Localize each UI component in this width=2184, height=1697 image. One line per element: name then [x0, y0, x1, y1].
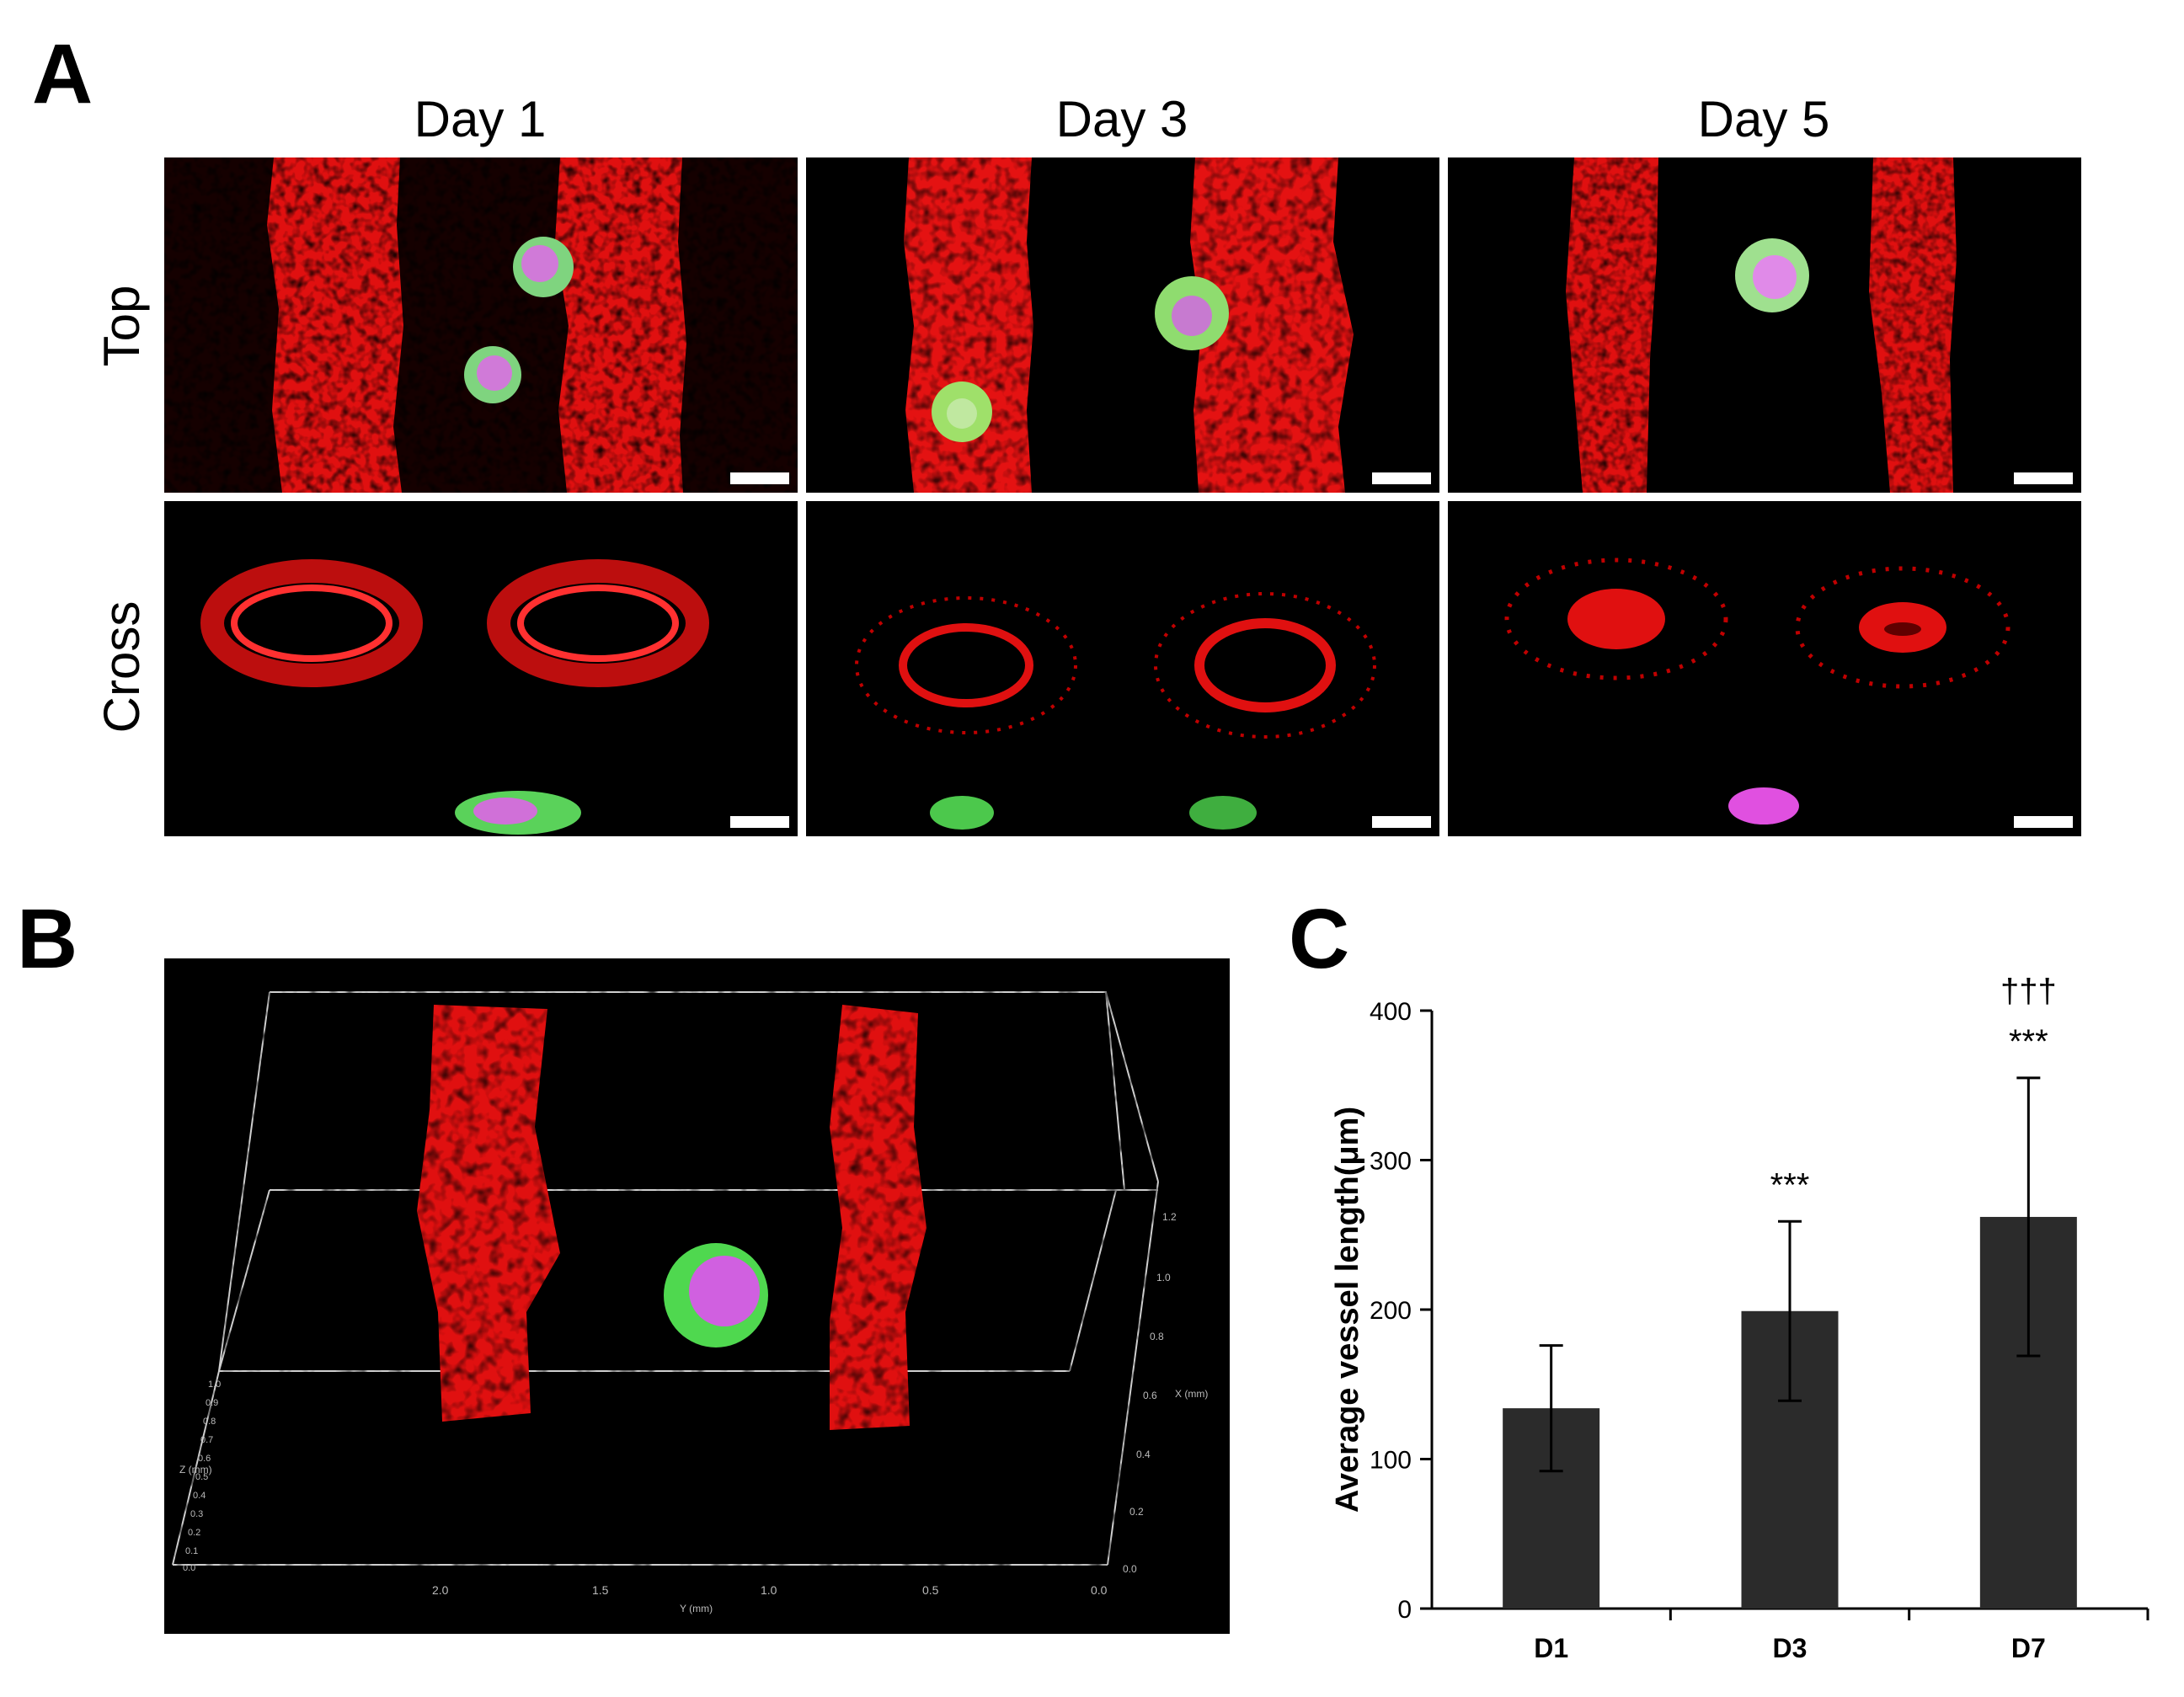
y-axis-title: Average vessel length(μm) [1330, 1107, 1365, 1513]
y-axis-tick: 2.0 [432, 1583, 449, 1597]
micrograph-cross-day3 [806, 501, 1439, 836]
panel-a-letter: A [32, 27, 93, 121]
y-tick-label: 200 [1370, 1297, 1412, 1325]
micrograph-cross-day5 [1448, 501, 2081, 836]
z-axis-tick: 1.0 [208, 1379, 222, 1390]
x-axis-tick: 1.0 [1156, 1272, 1171, 1283]
y-axis-label: Y (mm) [680, 1603, 713, 1614]
panel-b-letter: B [17, 892, 78, 986]
significance-annotation: ††† [2000, 973, 2057, 1010]
z-axis-tick: 0.5 [195, 1472, 209, 1482]
3d-reconstruction-image: 2.0 1.5 1.0 0.5 0.0 Y (mm) X (mm) Z (mm)… [164, 958, 1230, 1634]
y-tick-label: 400 [1370, 998, 1412, 1026]
z-axis-tick: 0.3 [190, 1509, 204, 1519]
z-axis-label: Z (mm) [179, 1464, 212, 1476]
scale-bar [1372, 816, 1431, 828]
x-axis-label: X (mm) [1175, 1388, 1209, 1400]
micrograph-cross-day1 [164, 501, 798, 836]
x-axis-tick: 0.0 [1123, 1563, 1137, 1575]
micrograph-top-day5 [1448, 157, 2081, 493]
row-label-top: Top [93, 285, 150, 367]
scale-bar [2014, 472, 2073, 484]
z-axis-tick: 0.1 [185, 1546, 199, 1556]
y-tick-label: 300 [1370, 1148, 1412, 1176]
scale-bar [730, 472, 789, 484]
scale-bar [730, 816, 789, 828]
column-title-day5: Day 5 [1697, 91, 1830, 147]
y-axis-tick: 1.0 [761, 1583, 777, 1597]
x-tick-label: D7 [2011, 1633, 2046, 1663]
bar-chart-svg: 0 100 200 300 400 Average vessel length(μm) D1… [1330, 973, 2149, 1663]
x-tick-label: D3 [1773, 1633, 1808, 1663]
significance-annotation: *** [2009, 1023, 2048, 1060]
row-label-cross: Cross [93, 600, 150, 734]
bar-chart: 0 100 200 300 400 Average vessel length(μm) D1… [1297, 952, 2173, 1676]
y-tick-label: 100 [1370, 1447, 1412, 1475]
y-axis-tick: 0.0 [1091, 1583, 1108, 1597]
panel-c-letter: C [1289, 892, 1350, 986]
y-axis-tick: 1.5 [592, 1583, 609, 1597]
x-tick-label: D1 [1534, 1633, 1568, 1663]
x-axis-tick: 1.2 [1162, 1211, 1177, 1223]
micrograph-top-day3 [806, 157, 1439, 493]
z-axis-tick: 0.2 [188, 1528, 201, 1538]
y-tick-label: 0 [1397, 1596, 1412, 1624]
z-axis-tick: 0.0 [183, 1563, 196, 1573]
z-axis-tick: 0.9 [206, 1398, 219, 1408]
x-axis-tick: 0.8 [1150, 1331, 1164, 1342]
y-axis-tick: 0.5 [922, 1583, 939, 1597]
column-title-day1: Day 1 [414, 91, 547, 147]
z-axis-tick: 0.8 [203, 1417, 216, 1427]
z-axis-tick: 0.6 [198, 1454, 211, 1464]
column-title-day3: Day 3 [1055, 91, 1188, 147]
x-axis-tick: 0.4 [1136, 1449, 1151, 1460]
scale-bar [1372, 472, 1431, 484]
micrograph-top-day1 [164, 157, 798, 493]
significance-annotation: *** [1770, 1166, 1810, 1203]
x-axis-tick: 0.2 [1129, 1506, 1144, 1518]
scale-bar [2014, 816, 2073, 828]
z-axis-tick: 0.4 [193, 1491, 206, 1501]
x-axis-tick: 0.6 [1143, 1390, 1157, 1401]
z-axis-tick: 0.7 [200, 1435, 214, 1445]
